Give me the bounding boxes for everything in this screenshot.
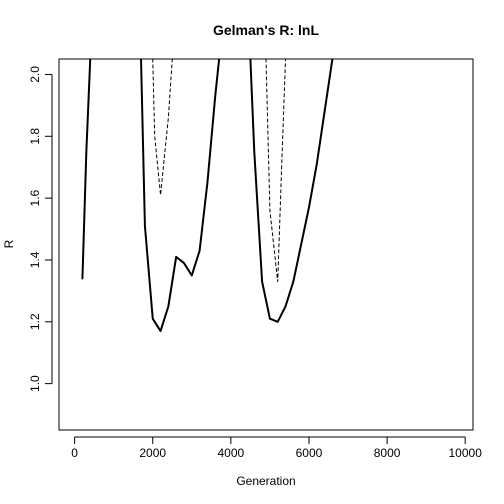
x-tick-label: 2000 xyxy=(139,446,166,460)
chart-title: Gelman's R: lnL xyxy=(213,22,319,38)
x-tick-label: 6000 xyxy=(296,446,323,460)
solid-series-line-3 xyxy=(249,59,334,323)
series-layer xyxy=(81,59,334,333)
y-tick-label: 2.0 xyxy=(28,66,42,83)
plot-frame xyxy=(58,58,474,431)
y-tick-label: 1.2 xyxy=(28,313,42,330)
dashed-series-line-1 xyxy=(152,59,173,196)
y-axis-label: R xyxy=(2,239,16,248)
x-tick-label: 4000 xyxy=(217,446,244,460)
y-tick-label: 1.6 xyxy=(28,189,42,206)
solid-series-line-2 xyxy=(140,59,221,333)
x-tick-label: 10000 xyxy=(449,446,483,460)
dashed-series-line-2 xyxy=(265,59,287,283)
solid-series-line-1 xyxy=(81,59,92,280)
y-tick-label: 1.4 xyxy=(28,251,42,268)
y-tick-label: 1.0 xyxy=(28,375,42,392)
y-axis: 1.0 1.2 1.4 1.6 1.8 2.0 xyxy=(28,66,53,392)
x-axis: 0 2000 4000 6000 8000 10000 xyxy=(71,436,483,460)
x-axis-label: Generation xyxy=(236,474,295,488)
x-tick-label: 0 xyxy=(71,446,78,460)
x-tick-label: 8000 xyxy=(374,446,401,460)
y-tick-label: 1.8 xyxy=(28,128,42,145)
